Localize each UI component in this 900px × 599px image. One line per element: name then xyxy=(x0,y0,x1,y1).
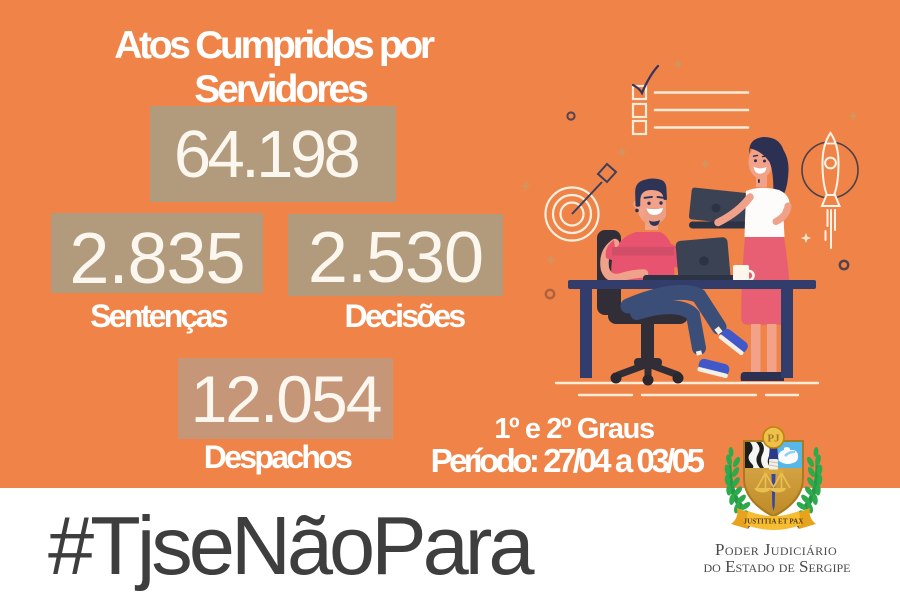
svg-text:JUSTITIA ET PAX: JUSTITIA ET PAX xyxy=(744,518,804,526)
svg-text:PJ: PJ xyxy=(767,433,780,445)
